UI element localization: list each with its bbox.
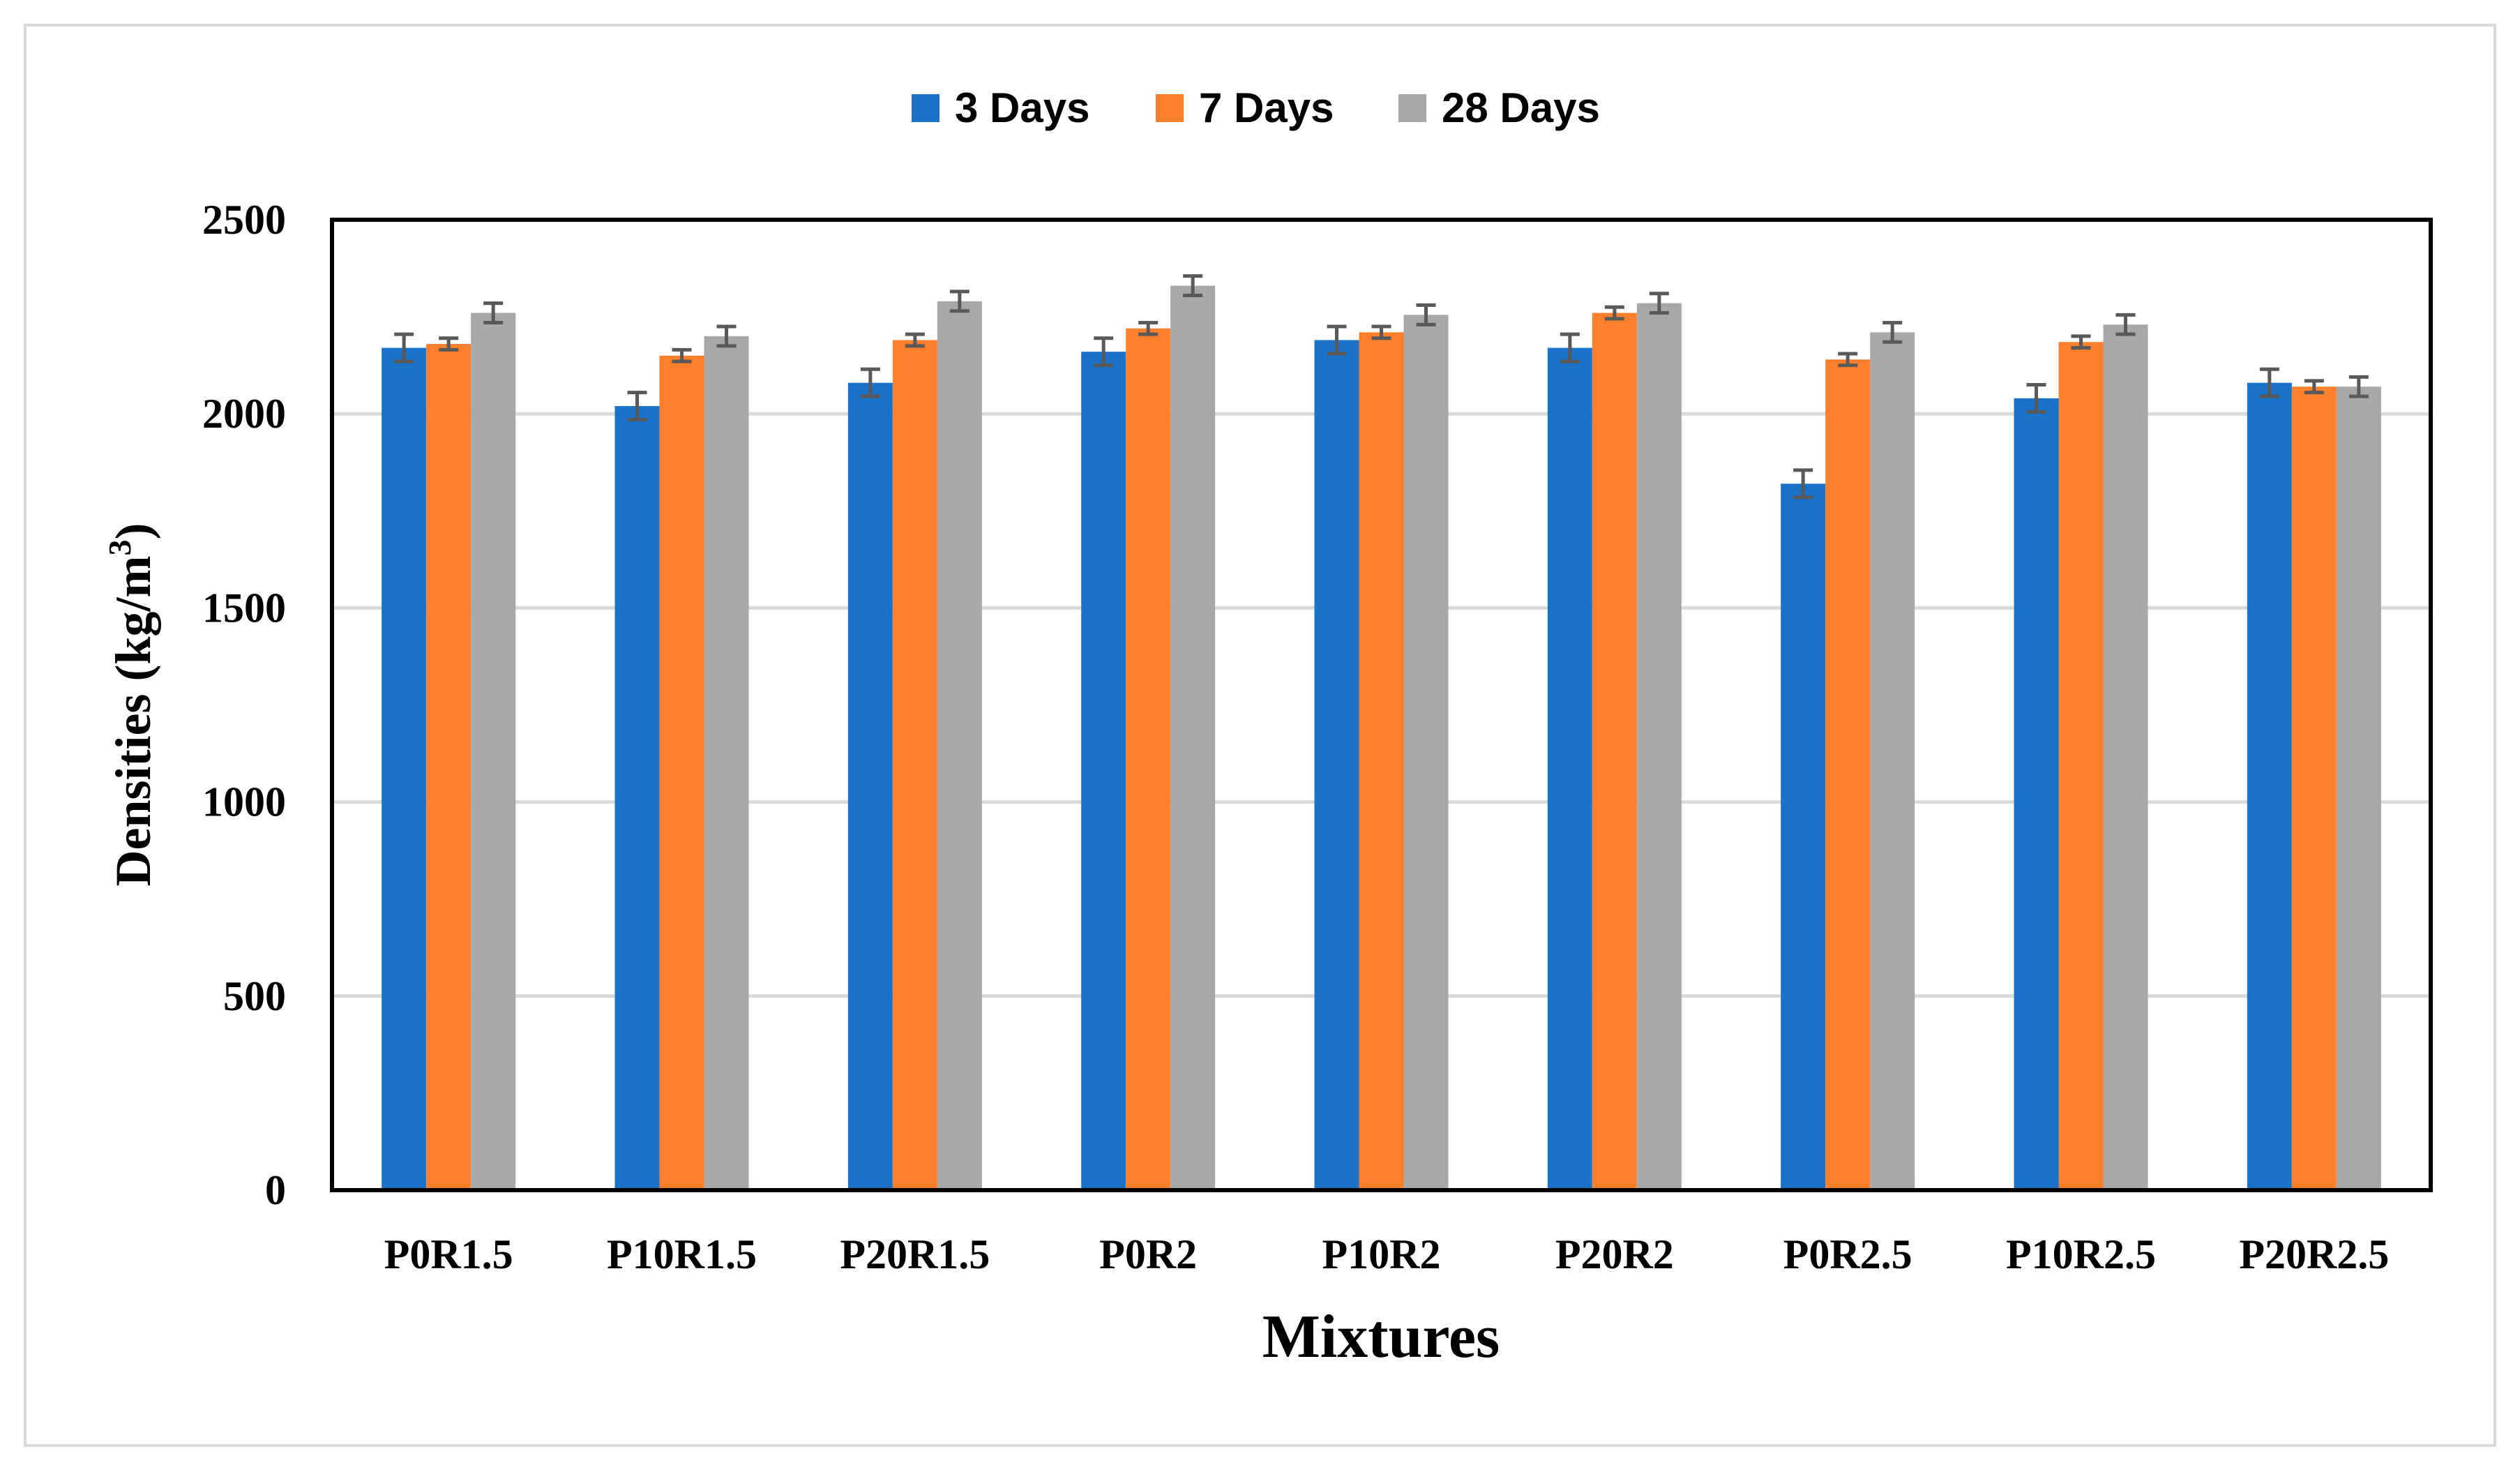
error-bar [627, 391, 647, 422]
y-tick-label: 2000 [202, 391, 286, 437]
bar-7-days-p10r1.5 [659, 355, 704, 1190]
bar-3-days-p20r2 [1547, 347, 1592, 1190]
x-tick-label: P20R1.5 [840, 1231, 990, 1277]
y-tick-label: 500 [223, 973, 286, 1019]
bar-3-days-p10r2.5 [2014, 398, 2059, 1190]
y-tick-label: 2500 [202, 197, 286, 243]
bar-7-days-p10r2 [1359, 332, 1404, 1191]
legend-swatch [912, 94, 940, 122]
x-tick-label: P10R1.5 [607, 1231, 757, 1277]
y-axis-title-close: ) [105, 523, 161, 540]
bar-28-days-p10r2.5 [2103, 324, 2148, 1190]
error-bar [905, 332, 925, 348]
bar-3-days-p0r2 [1081, 352, 1126, 1190]
x-tick-label: P10R2 [1322, 1231, 1441, 1277]
error-bar [2304, 379, 2324, 395]
legend-label: 28 Days [1442, 84, 1600, 131]
error-bar [1793, 468, 1813, 500]
x-tick-label: P0R2 [1099, 1231, 1197, 1277]
x-axis-title: Mixtures [1262, 1303, 1500, 1371]
error-bar [1560, 332, 1580, 363]
error-bar [716, 324, 737, 348]
error-bar [2115, 313, 2136, 336]
bar-3-days-p20r2.5 [2247, 382, 2292, 1190]
bar-28-days-p20r2 [1636, 303, 1682, 1191]
bar-7-days-p20r2.5 [2291, 386, 2337, 1191]
bar-28-days-p10r2 [1403, 315, 1449, 1190]
error-bars [394, 274, 2369, 500]
bar-28-days-p10r1.5 [704, 336, 749, 1190]
error-bar [1138, 320, 1159, 336]
plot-area-border [330, 218, 2433, 1192]
error-bar [2348, 375, 2369, 398]
bar-3-days-p0r1.5 [382, 347, 427, 1190]
error-bar [2259, 367, 2279, 398]
y-tick-label: 1500 [202, 585, 286, 631]
bar-7-days-p0r2 [1126, 328, 1171, 1190]
y-axis-title: Densities (kg/m3) [102, 523, 161, 887]
x-tick-label: P0R2.5 [1783, 1231, 1912, 1277]
bar-28-days-p20r2.5 [2336, 386, 2381, 1191]
y-axis-title-superscript: 3 [102, 540, 137, 556]
x-tick-label: P20R2 [1555, 1231, 1674, 1277]
y-tick-label: 0 [265, 1167, 286, 1213]
bar-28-days-p0r2.5 [1870, 332, 1915, 1191]
bars [382, 285, 2381, 1191]
error-bar [1604, 305, 1624, 321]
x-tick-label: P20R2.5 [2239, 1231, 2389, 1277]
bar-3-days-p20r1.5 [847, 382, 893, 1190]
bar-28-days-p20r1.5 [937, 301, 982, 1190]
legend-swatch [1398, 94, 1426, 122]
error-bar [949, 290, 969, 313]
x-axis-ticks: P0R1.5 P10R1.5 P20R1.5 P0R2 P10R2 P20R2 P0R2.5… [384, 1231, 2390, 1277]
error-bar [1327, 324, 1347, 356]
error-bar [2071, 334, 2091, 350]
error-bar [2026, 382, 2046, 414]
bar-28-days-p0r1.5 [471, 313, 516, 1190]
y-tick-label: 1000 [202, 779, 286, 825]
bar-7-days-p20r1.5 [892, 340, 937, 1190]
error-bar [1371, 324, 1391, 340]
bar-7-days-p20r2 [1592, 313, 1637, 1190]
y-axis-title-main: Densities (kg/m [105, 556, 161, 887]
error-bar [1183, 274, 1203, 297]
bar-7-days-p10r2.5 [2058, 342, 2104, 1190]
error-bar [483, 301, 504, 324]
bar-7-days-p0r1.5 [426, 344, 471, 1191]
bar-3-days-p0r2.5 [1781, 483, 1826, 1190]
legend-label: 3 Days [955, 84, 1089, 131]
error-bar [1416, 303, 1436, 326]
legend-item: 28 Days [1398, 84, 1600, 131]
bar-28-days-p0r2 [1170, 285, 1216, 1190]
bar-3-days-p10r1.5 [614, 406, 660, 1190]
legend-item: 7 Days [1156, 84, 1334, 131]
error-bar [860, 367, 880, 398]
error-bar [1649, 292, 1669, 315]
y-axis-ticks: 0 500 1000 1500 2000 2500 [202, 197, 286, 1213]
error-bar [394, 332, 414, 363]
legend-label: 7 Days [1199, 84, 1334, 131]
legend-item: 3 Days [912, 84, 1089, 131]
bar-3-days-p10r2 [1314, 340, 1359, 1190]
error-bar [1094, 336, 1114, 368]
error-bar [672, 347, 692, 363]
x-tick-label: P10R2.5 [2006, 1231, 2156, 1277]
error-bar [1883, 320, 1903, 344]
bar-7-days-p0r2.5 [1825, 359, 1871, 1191]
error-bar [439, 336, 459, 352]
legend: 3 Days 7 Days 28 Days [912, 84, 1600, 131]
legend-swatch [1156, 94, 1184, 122]
error-bar [1838, 352, 1858, 368]
x-tick-label: P0R1.5 [384, 1231, 513, 1277]
